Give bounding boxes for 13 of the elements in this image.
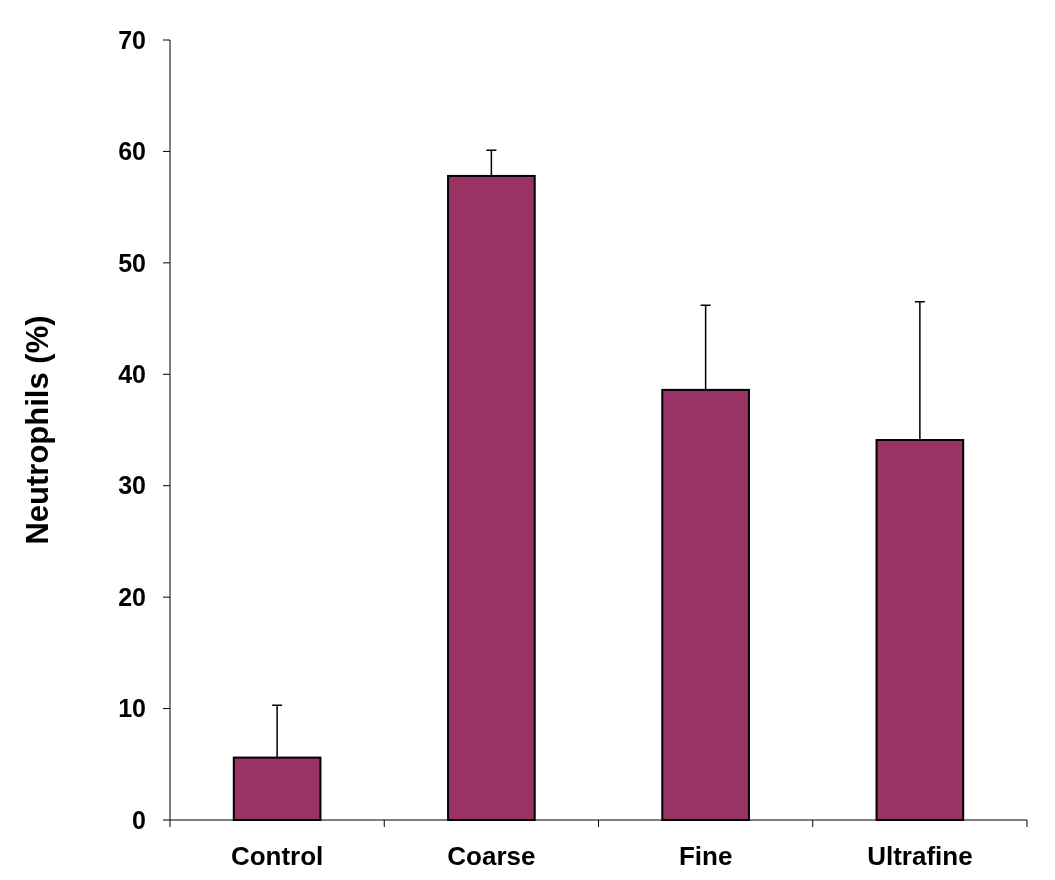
y-tick-label: 20 bbox=[118, 582, 146, 611]
y-tick-label: 40 bbox=[118, 360, 146, 389]
y-axis-title: Neutrophils (%) bbox=[20, 315, 55, 545]
y-tick-label: 10 bbox=[118, 694, 146, 723]
y-tick-label: 70 bbox=[118, 25, 146, 54]
x-tick-label: Ultrafine bbox=[867, 841, 973, 871]
y-tick-label: 0 bbox=[132, 805, 146, 834]
y-tick-label: 50 bbox=[118, 248, 146, 277]
y-tick-label: 60 bbox=[118, 137, 146, 166]
x-tick-label: Control bbox=[230, 841, 324, 871]
x-tick-label: Coarse bbox=[447, 841, 536, 871]
x-tick-label: Fine bbox=[678, 841, 733, 871]
y-tick-label: 30 bbox=[118, 471, 146, 500]
